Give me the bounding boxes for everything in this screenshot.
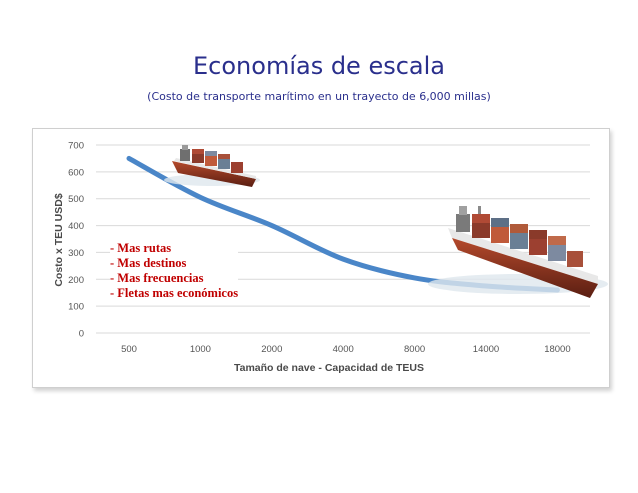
y-tick-label: 600 [68,167,84,178]
y-tick-label: 300 [68,248,84,259]
x-tick-label: 2000 [261,344,282,355]
x-tick-label: 14000 [473,344,499,355]
y-tick-label: 700 [68,141,84,152]
benefit-item: - Fletas mas económicos [110,286,239,300]
benefit-item: - Mas destinos [110,256,187,270]
x-tick-label: 500 [121,344,137,355]
x-tick-label: 1000 [190,344,211,355]
benefit-item: - Mas frecuencias [110,271,204,285]
slide-title: Economías de escala [193,52,445,80]
x-tick-label: 8000 [404,344,425,355]
y-tick-label: 500 [68,194,84,205]
small-container-ship-icon [164,145,260,187]
y-tick-label: 400 [68,221,84,232]
y-tick-label: 0 [79,329,84,340]
large-container-ship-icon [428,206,608,298]
x-tick-label: 4000 [333,344,354,355]
y-tick-label: 200 [68,275,84,286]
benefits-list: - Mas rutas - Mas destinos - Mas frecuen… [110,241,239,301]
x-tick-label: 18000 [544,344,570,355]
x-axis-label: Tamaño de nave - Capacidad de TEUS [234,362,424,374]
benefit-item: - Mas rutas [110,241,172,255]
slide-subtitle: (Costo de transporte marítimo en un tray… [147,90,491,103]
y-axis-label: Costo x TEU USD$ [53,193,65,287]
y-tick-label: 100 [68,302,84,313]
